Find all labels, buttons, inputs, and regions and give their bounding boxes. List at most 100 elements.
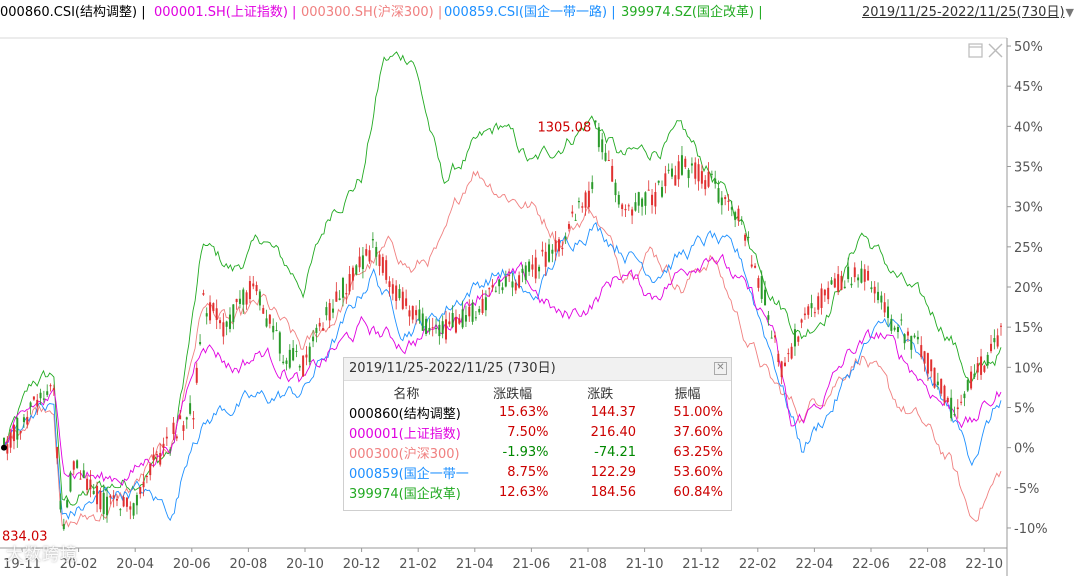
candle-body <box>521 268 524 273</box>
y-tick-label: 25% <box>1014 241 1043 256</box>
candle-body <box>205 313 208 317</box>
legend-item-000300[interactable]: 000300.SH(沪深300) | <box>301 5 443 20</box>
candle-body <box>900 319 903 321</box>
stats-cell-pct: -1.93% <box>502 444 549 460</box>
chevron-down-icon[interactable]: ▼ <box>1065 6 1074 19</box>
candle-body <box>677 161 680 180</box>
candle-body <box>76 460 79 468</box>
candle-body <box>458 318 461 324</box>
candle-body <box>963 393 966 399</box>
candle-body <box>288 349 291 368</box>
stats-row: 000001(上证指数) 7.50% 216.40 37.60% <box>344 422 731 442</box>
candle-body <box>149 463 152 476</box>
candle-body <box>6 444 9 454</box>
stats-cell-amp: 63.25% <box>673 444 723 460</box>
y-tick-label: 50% <box>1014 40 1043 55</box>
candle-body <box>332 308 335 313</box>
candle-body <box>338 298 341 300</box>
interval-stats-panel: 2019/11/25-2022/11/25 (730日) ✕ 名称 涨跌幅 涨跌… <box>343 357 732 511</box>
legend-item-000001[interactable]: 000001.SH(上证指数) | <box>154 5 297 20</box>
candle-body <box>421 313 424 331</box>
candle-body <box>441 321 444 334</box>
y-tick-label: 30% <box>1014 201 1043 216</box>
candle-body <box>597 127 600 148</box>
candle-body <box>16 417 19 440</box>
annotations: 1305.08 834.03 <box>1 120 591 544</box>
candle-body <box>328 303 331 321</box>
candle-body <box>172 422 175 434</box>
candle-body <box>278 332 281 354</box>
candle-body <box>52 388 55 390</box>
candle-body <box>724 197 727 200</box>
candle-body <box>830 280 833 285</box>
candle-body <box>870 287 873 290</box>
legend-item-399974[interactable]: 399974.SZ(国企改革) | <box>621 5 763 20</box>
legend-item-000860[interactable]: 000860.CSI(结构调整) | <box>0 5 146 20</box>
candle-body <box>365 249 368 256</box>
x-axis: 19-11 20-02 20-04 20-06 20-08 20-10 20-12 21-02… <box>3 548 1003 572</box>
col-header-chg: 涨跌 <box>587 387 614 402</box>
candle-body <box>764 289 767 306</box>
candle-body <box>750 264 753 267</box>
candle-body <box>252 283 255 287</box>
candle-body <box>607 160 610 162</box>
candle-body <box>302 355 305 377</box>
candle-body <box>657 180 660 183</box>
candle-body <box>973 373 976 378</box>
candle-body <box>704 180 707 190</box>
candle-body <box>388 281 391 288</box>
legend-item-000859[interactable]: 000859.CSI(国企一带一路) | <box>444 5 616 20</box>
candle-body <box>986 354 989 366</box>
candle-body <box>262 308 265 314</box>
candle-body <box>577 201 580 203</box>
candle-body <box>408 310 411 317</box>
restore-icon[interactable] <box>968 43 983 58</box>
candle-body <box>498 279 501 287</box>
candle-body <box>717 188 720 203</box>
candle-body <box>268 314 271 324</box>
candle-body <box>946 397 949 403</box>
candle-body <box>617 194 620 205</box>
candle-body <box>9 432 12 448</box>
stats-table: 名称 涨跌幅 涨跌 振幅 000860(结构调整) 15.63% 144.37 51.… <box>344 383 731 502</box>
candle-body <box>833 278 836 288</box>
stats-cell-chg: 144.37 <box>590 404 637 420</box>
x-tick-label: 22-08 <box>909 557 947 572</box>
candle-body <box>670 168 673 177</box>
candle-body <box>747 236 750 238</box>
candle-body <box>102 492 105 515</box>
candle-body <box>355 265 358 275</box>
candle-body <box>405 298 408 306</box>
candle-body <box>199 342 202 345</box>
stats-cell-name: 399974(国企改革) <box>349 486 461 502</box>
candle-body <box>345 293 348 295</box>
date-range-selector[interactable]: 2019/11/25-2022/11/25(730日)▼ <box>862 1 1074 25</box>
candle-body <box>135 495 138 506</box>
close-icon[interactable]: ✕ <box>714 362 727 375</box>
candle-body <box>604 152 607 161</box>
candle-body <box>667 169 670 171</box>
candle-body <box>255 285 258 292</box>
candle-body <box>272 325 275 333</box>
candle-body <box>734 212 737 220</box>
candle-body <box>634 202 637 211</box>
candle-body <box>361 255 364 270</box>
candle-body <box>92 491 95 494</box>
candle-body <box>594 120 597 123</box>
candle-body <box>132 503 135 516</box>
candle-body <box>843 286 846 289</box>
x-tick-label: 21-08 <box>569 557 607 572</box>
stats-cell-name: 000860(结构调整) <box>349 406 461 422</box>
close-icon[interactable] <box>988 43 1003 58</box>
candle-body <box>471 302 474 322</box>
candle-body <box>584 192 587 208</box>
candle-body <box>631 209 634 216</box>
candle-body <box>169 449 172 451</box>
x-tick-label: 21-02 <box>399 557 437 572</box>
candle-body <box>591 182 594 189</box>
watermark: 大数跨境 <box>6 545 78 565</box>
candle-body <box>551 249 554 254</box>
candle-body <box>983 365 986 372</box>
candle-body <box>913 335 916 338</box>
